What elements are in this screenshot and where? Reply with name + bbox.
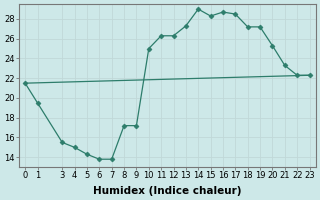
X-axis label: Humidex (Indice chaleur): Humidex (Indice chaleur): [93, 186, 242, 196]
